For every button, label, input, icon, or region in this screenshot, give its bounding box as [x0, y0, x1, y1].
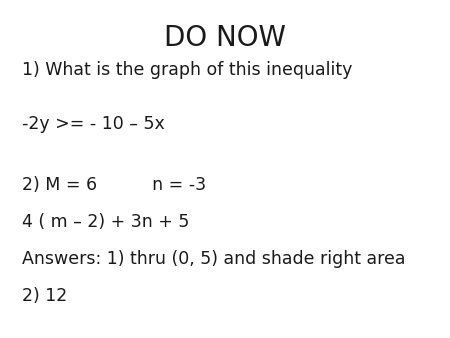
Text: -2y >= - 10 – 5x: -2y >= - 10 – 5x	[22, 115, 165, 133]
Text: Answers: 1) thru (0, 5) and shade right area: Answers: 1) thru (0, 5) and shade right …	[22, 250, 406, 268]
Text: 2) M = 6          n = -3: 2) M = 6 n = -3	[22, 176, 207, 194]
Text: 4 ( m – 2) + 3n + 5: 4 ( m – 2) + 3n + 5	[22, 213, 190, 231]
Text: 2) 12: 2) 12	[22, 287, 68, 305]
Text: 1) What is the graph of this inequality: 1) What is the graph of this inequality	[22, 61, 353, 79]
Text: DO NOW: DO NOW	[164, 24, 286, 52]
